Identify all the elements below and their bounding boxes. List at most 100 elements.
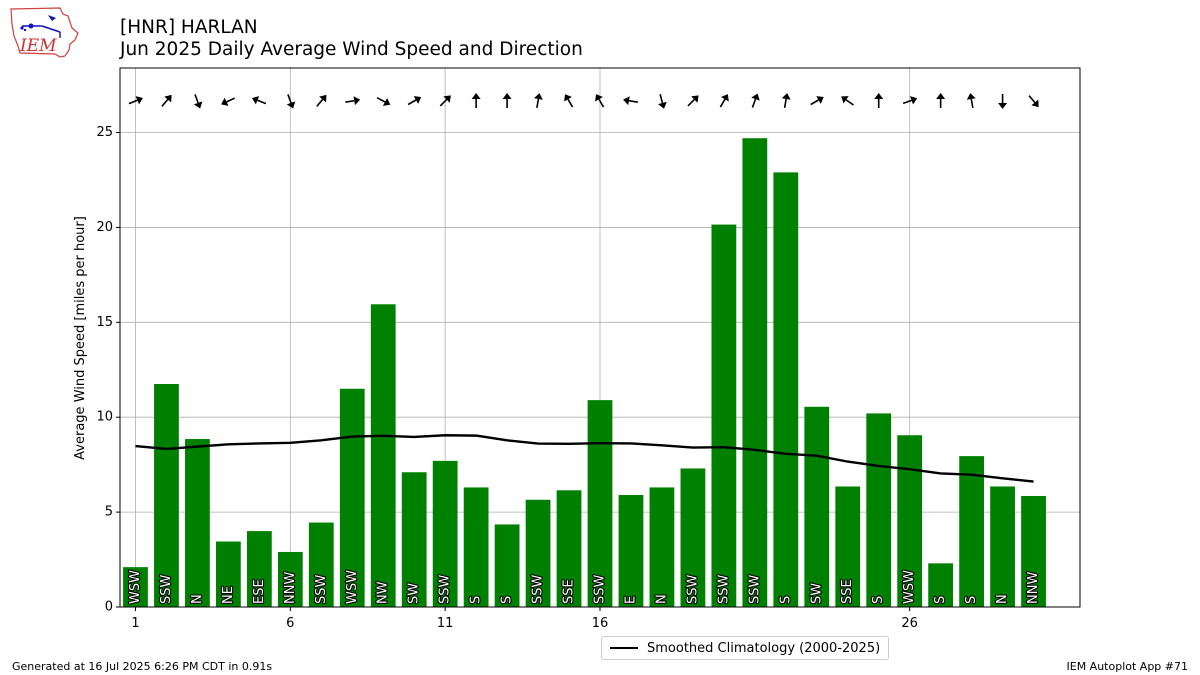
wind-arrow-day-17 (623, 96, 639, 106)
bar-day-3 (185, 439, 210, 607)
bar-day-1 (123, 567, 148, 607)
direction-label-day-12: S (469, 596, 484, 604)
direction-label-day-25: S (871, 596, 886, 604)
bar-day-18 (649, 487, 675, 607)
bar-day-24 (835, 486, 861, 607)
bar-day-4 (216, 541, 241, 607)
direction-label-day-9: NW (376, 581, 391, 604)
chart-subtitle: Jun 2025 Daily Average Wind Speed and Di… (120, 39, 583, 60)
wind-arrow-day-13 (502, 93, 512, 108)
wind-arrow-day-16 (595, 94, 605, 108)
direction-label-day-18: N (654, 594, 669, 604)
direction-label-day-14: SSW (531, 574, 546, 604)
y-tick-label: 20 (96, 220, 113, 235)
generated-timestamp: Generated at 16 Jul 2025 6:26 PM CDT in … (12, 660, 273, 673)
direction-label-day-4: NE (221, 586, 236, 604)
wind-arrow-day-12 (471, 93, 481, 108)
wind-arrow-day-21 (751, 93, 760, 108)
direction-label-day-27: S (933, 596, 948, 604)
bar-day-28 (959, 456, 984, 607)
direction-label-day-24: SSE (840, 579, 855, 604)
wind-arrow-day-28 (966, 93, 976, 109)
direction-label-day-2: SSW (159, 574, 174, 604)
x-tick-label: 11 (437, 616, 454, 631)
wind-arrow-day-30 (1028, 95, 1039, 108)
wind-arrow-day-6 (286, 94, 296, 109)
y-tick-label: 0 (105, 600, 113, 615)
direction-label-day-15: SSE (562, 579, 577, 604)
logo-text: IEM (19, 36, 57, 56)
wind-arrow-day-3 (193, 94, 203, 109)
wind-arrow-day-8 (345, 96, 361, 106)
bar-day-22 (773, 172, 799, 608)
wind-arrow-day-23 (810, 96, 824, 106)
direction-label-day-19: SSW (685, 574, 700, 604)
bar-day-9 (370, 304, 396, 607)
bar-day-29 (990, 486, 1015, 607)
wind-arrow-day-10 (407, 96, 422, 106)
direction-label-day-7: SSW (314, 574, 329, 604)
x-tick-label: 16 (592, 616, 609, 631)
y-tick-label: 15 (96, 315, 113, 330)
climatology-line (135, 434, 1034, 483)
y-tick-label: 5 (105, 505, 113, 520)
bar-day-10 (401, 472, 427, 607)
chart-title: [HNR] HARLAN (120, 17, 258, 38)
wind-arrow-day-5 (251, 96, 267, 105)
wind-arrow-day-2 (161, 94, 172, 107)
app-id: IEM Autoplot App #71 (1066, 660, 1189, 673)
direction-label-day-21: SSW (747, 574, 762, 604)
direction-label-day-26: WSW (902, 570, 917, 604)
x-tick-label: 26 (901, 616, 918, 631)
direction-label-day-16: SSW (593, 574, 608, 604)
y-tick-label: 10 (96, 410, 113, 425)
bar-day-21 (742, 138, 768, 607)
bar-day-20 (711, 224, 737, 608)
bar-day-11 (432, 460, 458, 607)
bar-day-6 (277, 551, 303, 607)
bar-day-17 (618, 495, 644, 607)
bar-day-12 (463, 487, 489, 607)
direction-label-day-29: N (995, 594, 1010, 604)
direction-label-day-30: NNW (1026, 572, 1041, 604)
direction-label-day-20: SSW (716, 574, 731, 604)
bar-day-14 (525, 499, 551, 607)
legend: Smoothed Climatology (2000-2025) (601, 636, 890, 660)
wind-arrow-day-19 (687, 95, 699, 107)
wind-arrow-day-25 (874, 93, 884, 108)
wind-arrow-day-26 (902, 96, 918, 105)
bar-day-5 (246, 531, 272, 607)
wind-arrow-day-9 (376, 97, 391, 106)
bar-day-25 (866, 413, 892, 607)
direction-label-day-28: S (964, 596, 979, 604)
wind-arrow-day-4 (221, 97, 236, 106)
y-tick-label: 25 (96, 125, 113, 140)
wind-arrow-day-20 (719, 94, 729, 108)
direction-labels: WSW SSW N NE ESE NNW SSW WSW NW SW SSW S S SSW SSE SSW E… (127, 569, 1042, 605)
wind-arrow-day-7 (316, 94, 327, 107)
bars (123, 138, 1046, 608)
direction-label-day-3: N (190, 594, 205, 604)
wind-arrow-day-27 (936, 93, 946, 108)
bar-day-15 (556, 490, 582, 607)
bar-day-7 (308, 522, 334, 607)
bar-day-2 (154, 383, 179, 607)
bar-day-8 (339, 388, 365, 607)
wind-arrow-day-22 (781, 93, 791, 109)
x-tick-label: 1 (131, 616, 139, 631)
direction-label-day-6: NNW (283, 572, 298, 604)
wind-arrow-day-1 (128, 96, 143, 105)
y-axis-label: Average Wind Speed [miles per hour] (73, 216, 88, 460)
wind-arrow-day-24 (841, 96, 854, 106)
bar-day-26 (897, 435, 923, 607)
direction-arrows (128, 93, 1039, 109)
direction-label-day-8: WSW (345, 570, 360, 604)
direction-label-day-22: S (778, 596, 793, 604)
bar-day-27 (928, 563, 954, 607)
wind-arrow-day-14 (533, 93, 543, 109)
wind-arrow-day-18 (658, 94, 667, 109)
direction-label-day-11: SSW (438, 574, 453, 604)
wind-arrow-day-11 (439, 95, 451, 107)
